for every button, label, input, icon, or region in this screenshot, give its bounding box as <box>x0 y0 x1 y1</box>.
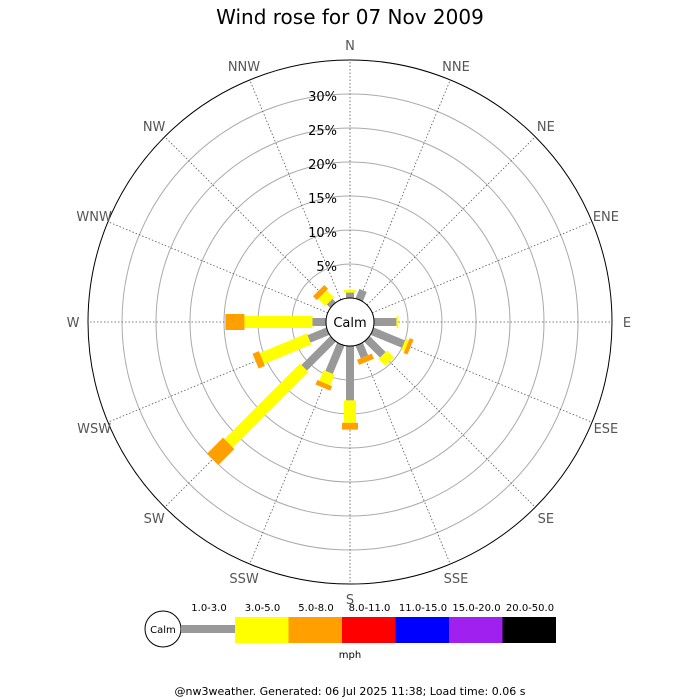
bar-wsw-1.0-3.0 <box>307 327 330 343</box>
spoke-wnw <box>107 221 328 314</box>
chart-title: Wind rose for 07 Nov 2009 <box>216 5 484 29</box>
legend-label-2: 5.0-8.0 <box>298 603 333 614</box>
legend-label-4: 11.0-15.0 <box>399 603 447 614</box>
legend-swatch-3 <box>342 617 396 643</box>
bar-s-1.0-3.0 <box>346 346 354 401</box>
legend-label-6: 20.0-50.0 <box>506 603 554 614</box>
bar-wsw-3.0-5.0 <box>259 333 312 365</box>
direction-label-ese: ESE <box>594 422 619 437</box>
direction-label-n: N <box>345 39 355 54</box>
bar-n-3.0-5.0 <box>344 289 356 293</box>
ring-label-15: 15% <box>308 192 337 207</box>
bar-nw-5.0-8.0 <box>312 284 329 301</box>
bar-ssw-5.0-8.0 <box>315 380 333 391</box>
ring-25 <box>155 127 545 517</box>
ring-20 <box>189 161 511 483</box>
direction-label-s: S <box>346 593 354 608</box>
bar-w-3.0-5.0 <box>244 316 313 328</box>
direction-label-w: W <box>67 316 80 331</box>
ring-label-5: 5% <box>316 260 337 275</box>
calm-circle <box>325 297 375 347</box>
bar-n-1.0-3.0 <box>346 292 354 298</box>
legend-swatch-6 <box>502 617 556 643</box>
bar-s-5.0-8.0 <box>342 422 358 430</box>
direction-label-nw: NW <box>143 120 166 135</box>
bar-se-3.0-5.0 <box>378 350 394 366</box>
bar-sse-5.0-8.0 <box>356 353 374 365</box>
direction-label-nne: NNE <box>442 60 470 75</box>
spoke-ene <box>372 221 593 314</box>
legend-label-3: 8.0-11.0 <box>349 603 391 614</box>
calm-label: Calm <box>333 316 366 331</box>
ring-labels: 5% 10% 15% 20% 25% 30% <box>308 90 337 275</box>
ring-label-20: 20% <box>308 158 337 173</box>
polar-grid: N NNE NE ENE E ESE SE SSE S SSW SW WSW W WNW NW NNW <box>67 39 632 608</box>
bar-s-3.0-5.0 <box>344 400 356 423</box>
legend-label-0: 1.0-3.0 <box>191 603 226 614</box>
direction-label-sw: SW <box>144 512 165 527</box>
spoke-ne <box>366 136 536 306</box>
direction-label-ne: NE <box>537 120 555 135</box>
bar-ese-5.0-8.0 <box>403 338 414 355</box>
spoke-sse <box>358 344 451 565</box>
legend-swatch-5 <box>449 617 503 643</box>
ring-label-10: 10% <box>308 226 337 241</box>
wind-bars <box>207 284 414 465</box>
bar-nw-1.0-3.0 <box>326 298 336 308</box>
bar-wsw-5.0-8.0 <box>252 351 265 369</box>
bar-nw-3.0-5.0 <box>318 290 334 306</box>
bar-e-3.0-5.0 <box>396 316 399 328</box>
bar-e-1.0-3.0 <box>373 318 397 326</box>
direction-label-e: E <box>623 316 631 331</box>
spoke-nnw <box>249 79 342 300</box>
spoke-nne <box>358 79 451 300</box>
bar-ese-1.0-3.0 <box>370 327 406 348</box>
direction-label-nnw: NNW <box>228 60 260 75</box>
legend-swatch-0 <box>181 625 235 633</box>
bar-sw-1.0-3.0 <box>301 336 336 371</box>
outer-circle <box>87 59 613 585</box>
direction-label-wsw: WSW <box>77 422 111 437</box>
direction-label-wnw: WNW <box>76 210 112 225</box>
bar-ese-3.0-5.0 <box>401 338 410 352</box>
footer-text: @nw3weather. Generated: 06 Jul 2025 11:3… <box>175 685 526 698</box>
bar-se-1.0-3.0 <box>364 336 386 358</box>
bar-nne-1.0-3.0 <box>355 288 367 302</box>
spoke-se <box>366 338 536 508</box>
legend-units: mph <box>339 650 361 661</box>
legend-label-5: 15.0-20.0 <box>452 603 500 614</box>
legend-swatch-1 <box>235 617 289 643</box>
direction-label-se: SE <box>538 512 554 527</box>
legend-label-1: 3.0-5.0 <box>245 603 280 614</box>
bar-sse-1.0-3.0 <box>355 342 369 359</box>
direction-label-ene: ENE <box>593 210 619 225</box>
legend-items: 1.0-3.0 3.0-5.0 5.0-8.0 8.0-11.0 11.0-15.0 15… <box>181 603 556 643</box>
direction-label-sse: SSE <box>444 572 469 587</box>
bar-w-1.0-3.0 <box>312 318 327 326</box>
bar-w-5.0-8.0 <box>225 314 245 330</box>
bar-ssw-1.0-3.0 <box>325 342 345 374</box>
bar-ssw-3.0-5.0 <box>319 370 335 386</box>
bar-sw-3.0-5.0 <box>224 363 309 448</box>
legend-swatch-2 <box>288 617 342 643</box>
legend: Calm 1.0-3.0 3.0-5.0 5.0-8.0 8.0-11.0 11.0-1… <box>144 603 556 661</box>
legend-calm-label: Calm <box>150 625 176 636</box>
direction-label-ssw: SSW <box>229 572 259 587</box>
ring-label-30: 30% <box>308 90 337 105</box>
legend-swatch-4 <box>395 617 449 643</box>
ring-label-25: 25% <box>308 124 337 139</box>
spoke-nw <box>164 136 334 306</box>
bar-sw-5.0-8.0 <box>207 437 235 465</box>
